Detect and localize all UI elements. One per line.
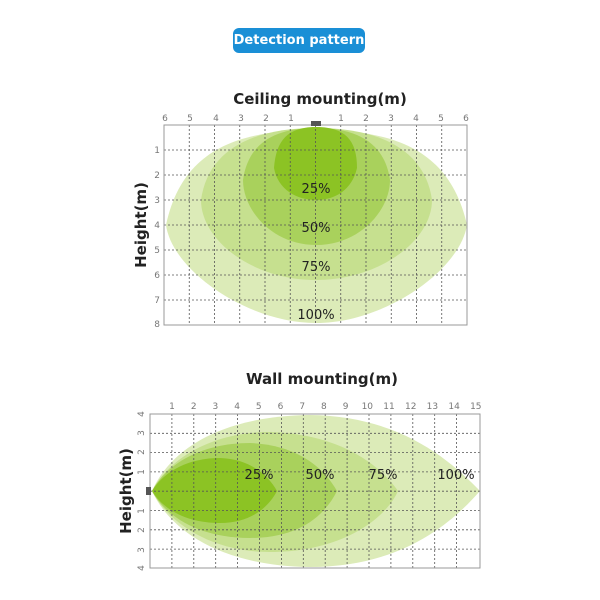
ceiling-x-tick: 1 <box>288 114 294 124</box>
wall-x-tick: 13 <box>427 402 438 412</box>
ceiling-ylabel: Height(m) <box>132 182 150 268</box>
detection-pattern-badge: Detection pattern <box>233 28 365 53</box>
ceiling-label-75: 75% <box>302 260 331 275</box>
wall-x-tick: 2 <box>191 402 197 412</box>
ceiling-label-50: 50% <box>302 221 331 236</box>
wall-x-tick: 3 <box>213 402 219 412</box>
ceiling-label-25: 25% <box>302 182 331 197</box>
wall-ylabel: Height(m) <box>117 448 135 534</box>
wall-x-tick: 5 <box>256 402 262 412</box>
ceiling-y-tick: 4 <box>154 221 160 231</box>
ceiling-x-tick: 6 <box>162 114 168 124</box>
wall-y-tick: 1 <box>137 469 147 475</box>
wall-y-tick: 2 <box>137 527 147 533</box>
ceiling-x-tick: 5 <box>187 114 193 124</box>
wall-y-tick: 3 <box>137 547 147 553</box>
ceiling-x-tick: 3 <box>388 114 394 124</box>
ceiling-title: Ceiling mounting(m) <box>233 90 407 108</box>
ceiling-y-tick: 8 <box>154 320 160 330</box>
ceiling-x-tick: 2 <box>363 114 369 124</box>
wall-label-100: 100% <box>437 468 474 483</box>
wall-x-tick: 10 <box>362 402 374 412</box>
ceiling-y-tick: 1 <box>154 146 160 156</box>
ceiling-x-tick: 4 <box>213 114 219 124</box>
wall-y-tick: 2 <box>137 449 147 455</box>
ceiling-y-tick: 5 <box>154 246 160 256</box>
wall-x-tick: 11 <box>383 402 394 412</box>
ceiling-label-100: 100% <box>297 308 334 323</box>
wall-y-tick: 1 <box>137 508 147 514</box>
ceiling-y-tick: 2 <box>154 171 160 181</box>
ceiling-diagram: Ceiling mounting(m) Height(m) 6 5 4 3 2 1 1 2 3 4… <box>132 90 469 330</box>
wall-x-tick: 15 <box>470 402 481 412</box>
ceiling-y-tick: 3 <box>154 196 160 206</box>
ceiling-x-tick: 6 <box>463 114 469 124</box>
ceiling-sensor-icon <box>311 121 321 126</box>
wall-grid <box>150 414 480 568</box>
wall-sensor-icon <box>146 487 151 495</box>
ceiling-x-tick: 3 <box>238 114 244 124</box>
wall-label-75: 75% <box>369 468 398 483</box>
wall-y-tick: 4 <box>137 565 147 571</box>
wall-x-tick: 12 <box>405 402 416 412</box>
wall-x-tick: 8 <box>321 402 327 412</box>
wall-title: Wall mounting(m) <box>246 370 398 388</box>
wall-x-tick: 9 <box>343 402 349 412</box>
ceiling-x-tick: 1 <box>338 114 344 124</box>
wall-label-50: 50% <box>306 468 335 483</box>
ceiling-x-tick: 2 <box>263 114 269 124</box>
ceiling-zone-25 <box>274 127 357 200</box>
wall-x-tick: 6 <box>278 402 284 412</box>
wall-y-tick: 3 <box>137 430 147 436</box>
wall-x-tick: 7 <box>299 402 305 412</box>
wall-x-tick: 1 <box>169 402 175 412</box>
wall-label-25: 25% <box>245 468 274 483</box>
ceiling-y-tick: 6 <box>154 271 160 281</box>
wall-y-tick: 4 <box>137 411 147 417</box>
wall-diagram: Wall mounting(m) Height(m) 1 2 3 4 5 6 7 8 9 10 11… <box>117 370 482 571</box>
wall-x-tick: 4 <box>234 402 240 412</box>
ceiling-grid <box>164 125 467 325</box>
ceiling-x-tick: 4 <box>413 114 419 124</box>
wall-zone-25 <box>152 458 277 523</box>
ceiling-y-tick: 7 <box>154 296 160 306</box>
ceiling-x-tick: 5 <box>438 114 444 124</box>
wall-x-tick: 14 <box>448 402 460 412</box>
